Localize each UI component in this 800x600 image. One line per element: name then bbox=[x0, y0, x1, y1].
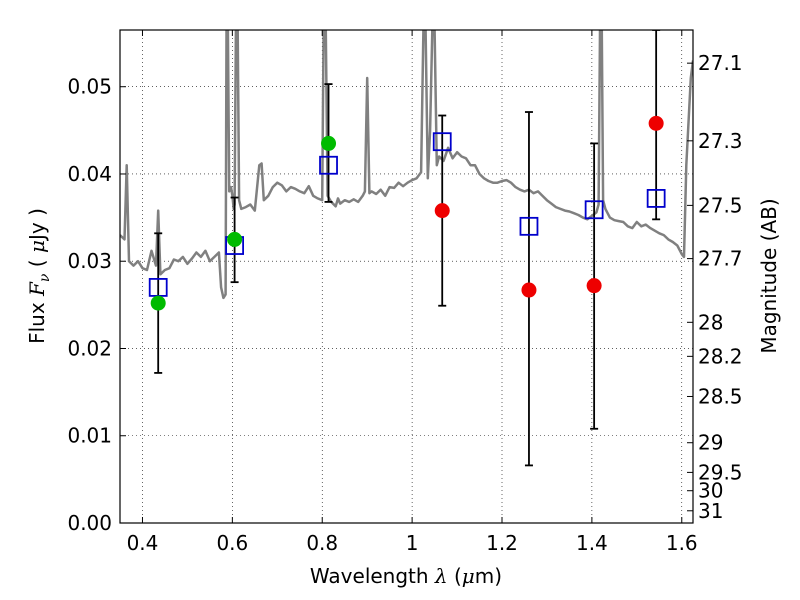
observed-flux-marker bbox=[150, 295, 166, 311]
magnitude-tick-label: 28 bbox=[698, 310, 723, 334]
magnitude-tick-label: 31 bbox=[698, 499, 723, 523]
magnitude-tick-label: 29 bbox=[698, 431, 723, 455]
magnitude-tick-label: 27.3 bbox=[698, 129, 743, 153]
y-axis-label: Flux Fν ( μJy ) bbox=[25, 208, 53, 344]
x-tick-label: 1.2 bbox=[486, 531, 518, 555]
x-tick-label: 0.8 bbox=[306, 531, 338, 555]
magnitude-tick-label: 27.5 bbox=[698, 193, 743, 217]
model-photometry-marker bbox=[646, 189, 666, 208]
magnitude-tick-label: 28.2 bbox=[698, 344, 743, 368]
magnitude-tick-label: 30 bbox=[698, 479, 723, 503]
observed-flux-marker bbox=[521, 282, 537, 298]
y-tick-label: 0.00 bbox=[67, 511, 112, 535]
magnitude-tick-label: 27.1 bbox=[698, 51, 743, 75]
spectrum-line bbox=[120, 30, 693, 300]
plot-frame bbox=[119, 29, 694, 524]
y-tick-label: 0.03 bbox=[67, 249, 112, 273]
model-photometry-marker bbox=[432, 132, 452, 152]
y-tick-label: 0.02 bbox=[67, 336, 112, 360]
observed-flux-marker bbox=[586, 278, 602, 294]
grid bbox=[120, 30, 693, 524]
x-tick-label: 1.4 bbox=[576, 531, 608, 555]
model-photometry-marker bbox=[519, 216, 539, 236]
magnitude-tick-label: 29.5 bbox=[698, 460, 743, 484]
x-axis-label: Wavelength λ (μm) bbox=[310, 564, 502, 588]
model-photometry-marker bbox=[584, 200, 604, 220]
x-tick-label: 1 bbox=[406, 531, 419, 555]
y-tick-label: 0.01 bbox=[67, 424, 112, 448]
x-tick-label: 0.6 bbox=[216, 531, 248, 555]
observed-flux-marker bbox=[227, 231, 243, 247]
y-tick-label: 0.05 bbox=[67, 75, 112, 99]
observed-flux-marker bbox=[321, 135, 337, 151]
observed-flux-marker bbox=[648, 115, 664, 131]
model-photometry-marker bbox=[319, 155, 338, 175]
magnitude-tick-label: 27.7 bbox=[698, 247, 743, 271]
x-tick-label: 0.4 bbox=[127, 531, 159, 555]
y-tick-label: 0.04 bbox=[67, 162, 112, 186]
right-axis-label: Magnitude (AB) bbox=[757, 198, 781, 353]
plot-area bbox=[120, 30, 693, 467]
axis-ticks: 0.4 0.6 0.8 1 1.2 1.4 1.6 0.00 0.01 0.02 0.03 0.04 0… bbox=[67, 30, 743, 555]
observed-flux-marker bbox=[434, 203, 450, 219]
magnitude-tick-label: 28.5 bbox=[698, 384, 743, 408]
x-tick-label: 1.6 bbox=[666, 531, 698, 555]
